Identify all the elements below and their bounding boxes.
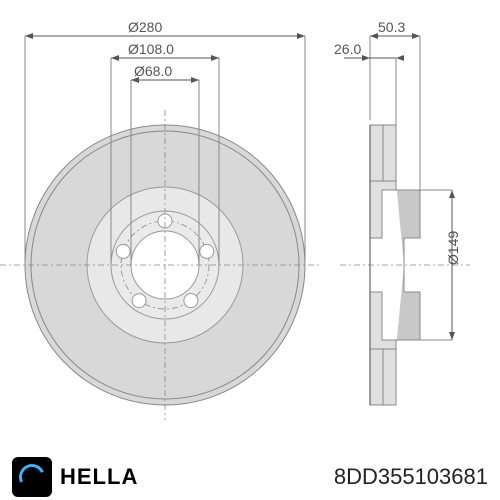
brand-logo: HELLA <box>12 457 138 497</box>
hat-top <box>396 181 420 265</box>
part-number: 8DD355103681 <box>334 464 488 490</box>
dim-offset: 50.3 <box>378 19 405 35</box>
dim-outer-dia: Ø280 <box>128 19 162 35</box>
dim-hub-dia: Ø149 <box>445 231 461 265</box>
dim-bolt-dia: Ø108.0 <box>128 41 174 57</box>
transition-top <box>370 181 396 238</box>
dim-thickness: 26.0 <box>334 41 361 57</box>
transition-bot <box>370 292 396 349</box>
hat-bot <box>396 265 420 349</box>
front-view <box>0 110 320 420</box>
brand-name: HELLA <box>60 464 138 490</box>
side-dim-leaders <box>344 33 455 340</box>
hella-badge-icon <box>12 457 52 497</box>
drawing-canvas: Ø280 Ø108.0 Ø68.0 <box>0 0 500 454</box>
footer-bar: HELLA 8DD355103681 <box>0 454 500 500</box>
dim-bore-dia: Ø68.0 <box>134 63 172 79</box>
